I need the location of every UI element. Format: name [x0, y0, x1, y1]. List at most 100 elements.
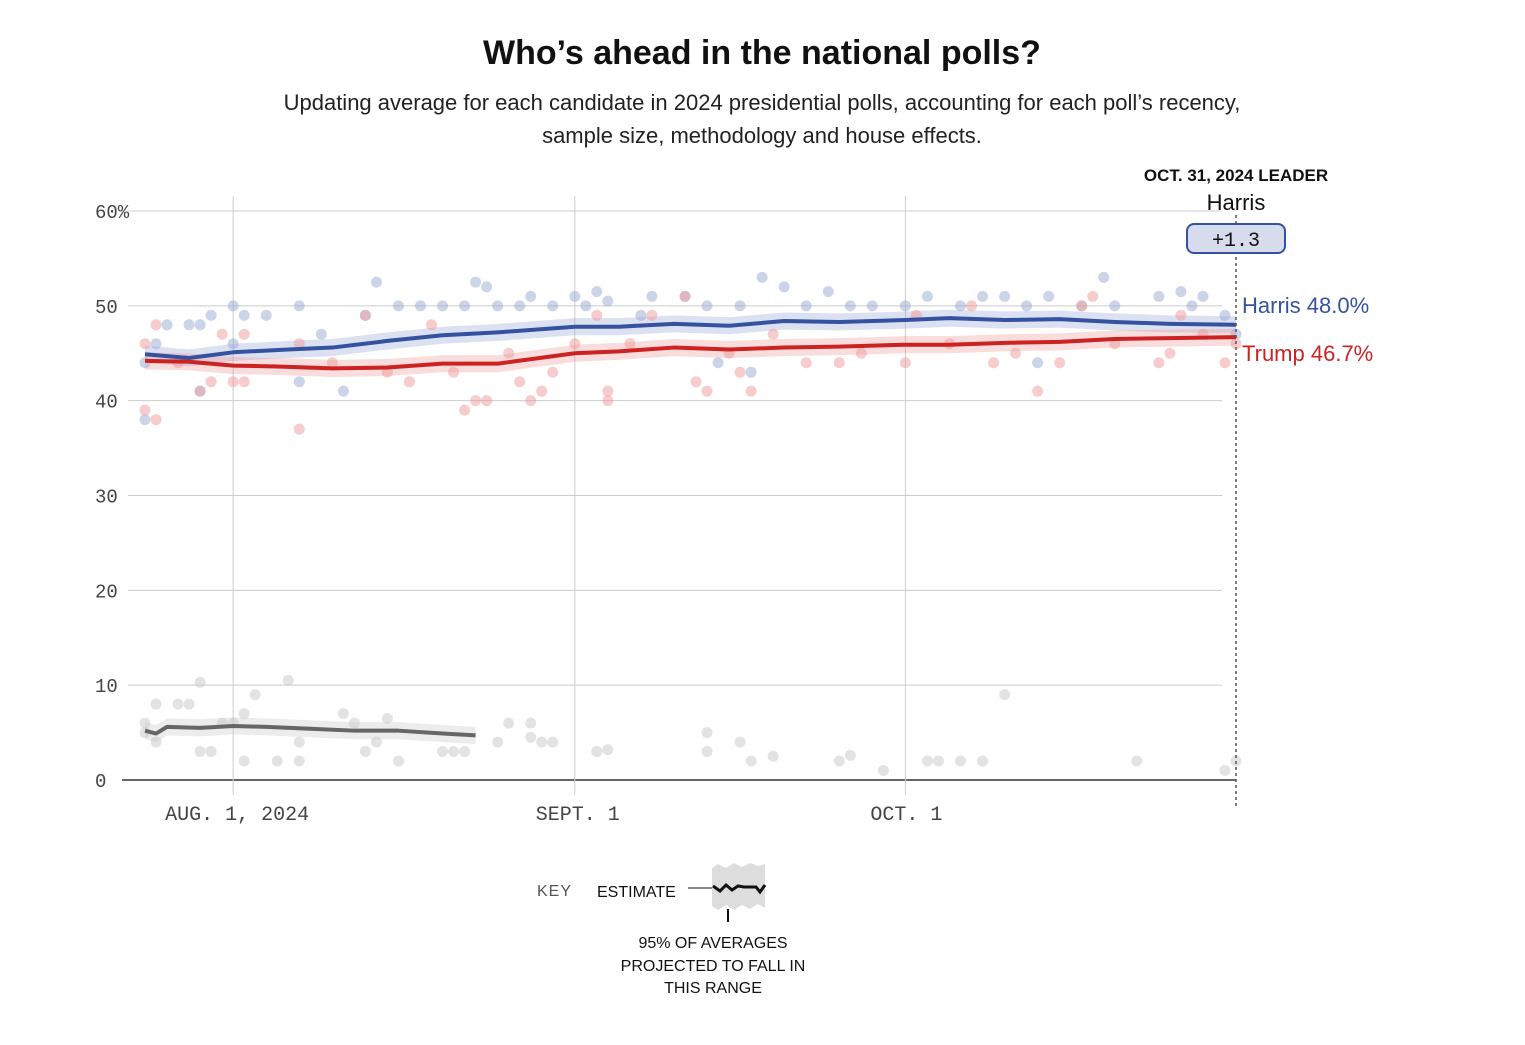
other-poll-dot — [954, 755, 966, 767]
harris-poll-dot — [569, 290, 581, 302]
trump-poll-dot — [403, 376, 415, 388]
y-tick-label: 50 — [95, 297, 118, 319]
trump-poll-dot — [1010, 347, 1022, 359]
harris-poll-dot — [1186, 300, 1198, 312]
harris-poll-dot — [194, 319, 206, 331]
other-poll-dot — [172, 698, 184, 710]
harris-poll-dot — [370, 276, 382, 288]
trump-poll-dot — [194, 385, 206, 397]
harris-poll-dot — [161, 319, 173, 331]
harris-poll-dot — [1219, 309, 1231, 321]
harris-confidence-band — [145, 309, 1236, 367]
trump-poll-dot — [679, 290, 691, 302]
harris-poll-dot — [778, 281, 790, 293]
other-poll-dot — [525, 731, 537, 743]
leader-heading: OCT. 31, 2024 LEADER — [1144, 166, 1328, 185]
x-tick-label: AUG. 1, 2024 — [165, 804, 309, 827]
harris-poll-dot — [1032, 357, 1044, 369]
other-poll-dot — [977, 755, 989, 767]
key-range-line-3: THIS RANGE — [664, 980, 762, 997]
other-poll-dot — [745, 755, 757, 767]
harris-poll-dot — [899, 300, 911, 312]
y-tick-label: 20 — [95, 581, 118, 603]
chart-key: KEY ESTIMATE 95% OF AVERAGES PROJECTED T… — [537, 863, 805, 997]
trump-poll-dot — [238, 376, 250, 388]
trump-poll-dot — [426, 319, 438, 331]
harris-poll-dot — [712, 357, 724, 369]
y-tick-label: 30 — [95, 487, 118, 509]
harris-poll-dot — [734, 300, 746, 312]
other-poll-dot — [249, 689, 261, 701]
harris-poll-dot — [954, 300, 966, 312]
other-poll-dot — [271, 755, 283, 767]
other-poll-dot — [701, 727, 713, 739]
trump-poll-dot — [139, 338, 151, 350]
trump-poll-dot — [569, 338, 581, 350]
other-poll-dot — [348, 717, 360, 729]
harris-poll-dot — [293, 376, 305, 388]
harris-poll-dot — [514, 300, 526, 312]
other-poll-dot — [1219, 765, 1231, 777]
y-axis: 60% 50 40 30 20 10 0 — [95, 202, 130, 793]
harris-poll-dot — [1098, 271, 1110, 283]
trump-poll-dot — [481, 395, 493, 407]
trump-poll-dot — [293, 338, 305, 350]
trump-poll-dot — [1054, 357, 1066, 369]
harris-poll-dot — [635, 309, 647, 321]
other-poll-dot — [734, 736, 746, 748]
trump-poll-dot — [690, 376, 702, 388]
harris-poll-dot — [481, 281, 493, 293]
harris-poll-dot — [205, 309, 217, 321]
trump-poll-dot — [227, 376, 239, 388]
other-poll-dot — [150, 736, 162, 748]
harris-poll-dot — [1153, 290, 1165, 302]
other-poll-dot — [591, 746, 603, 758]
trump-poll-dot — [602, 385, 614, 397]
harris-poll-dot — [822, 286, 834, 298]
other-poll-dot — [547, 736, 559, 748]
harris-poll-dot — [525, 290, 537, 302]
harris-end-label: Harris 48.0% — [1242, 293, 1369, 318]
harris-poll-dot — [745, 366, 757, 378]
other-poll-dot — [139, 717, 151, 729]
harris-poll-dot — [459, 300, 471, 312]
trump-poll-dot — [591, 309, 603, 321]
gridlines — [122, 196, 1236, 795]
trump-poll-dot — [833, 357, 845, 369]
key-range-line-2: PROJECTED TO FALL IN — [621, 958, 806, 975]
other-poll-dot — [392, 755, 404, 767]
key-label: KEY — [537, 883, 572, 900]
harris-poll-dot — [139, 414, 151, 426]
other-poll-dot — [337, 708, 349, 720]
harris-poll-dot — [921, 290, 933, 302]
harris-poll-dot — [1175, 286, 1187, 298]
harris-poll-dot — [437, 300, 449, 312]
trump-poll-dot — [855, 347, 867, 359]
harris-poll-dot — [227, 338, 239, 350]
other-poll-dot — [282, 674, 294, 686]
trump-poll-dot — [536, 385, 548, 397]
other-poll-dot — [602, 744, 614, 756]
other-poll-dot — [293, 755, 305, 767]
y-tick-label: 40 — [95, 392, 118, 414]
trump-poll-dot — [514, 376, 526, 388]
harris-poll-dot — [392, 300, 404, 312]
y-tick-label: 60% — [95, 202, 130, 224]
other-poll-dot — [1131, 755, 1143, 767]
trump-poll-dot — [525, 395, 537, 407]
other-poll-dot — [437, 746, 449, 758]
trump-poll-dot — [326, 357, 338, 369]
trump-poll-dot — [150, 319, 162, 331]
trump-poll-dot — [966, 300, 978, 312]
leader-name: Harris — [1207, 190, 1266, 215]
trump-poll-dot — [1153, 357, 1165, 369]
trump-poll-dot — [448, 366, 460, 378]
y-tick-label: 0 — [95, 771, 106, 793]
trump-poll-dot — [503, 347, 515, 359]
harris-poll-dot — [1109, 300, 1121, 312]
harris-poll-dot — [844, 300, 856, 312]
trump-poll-dot — [988, 357, 1000, 369]
trend-lines — [144, 316, 1237, 738]
other-poll-dot — [999, 689, 1011, 701]
harris-poll-dot — [701, 300, 713, 312]
